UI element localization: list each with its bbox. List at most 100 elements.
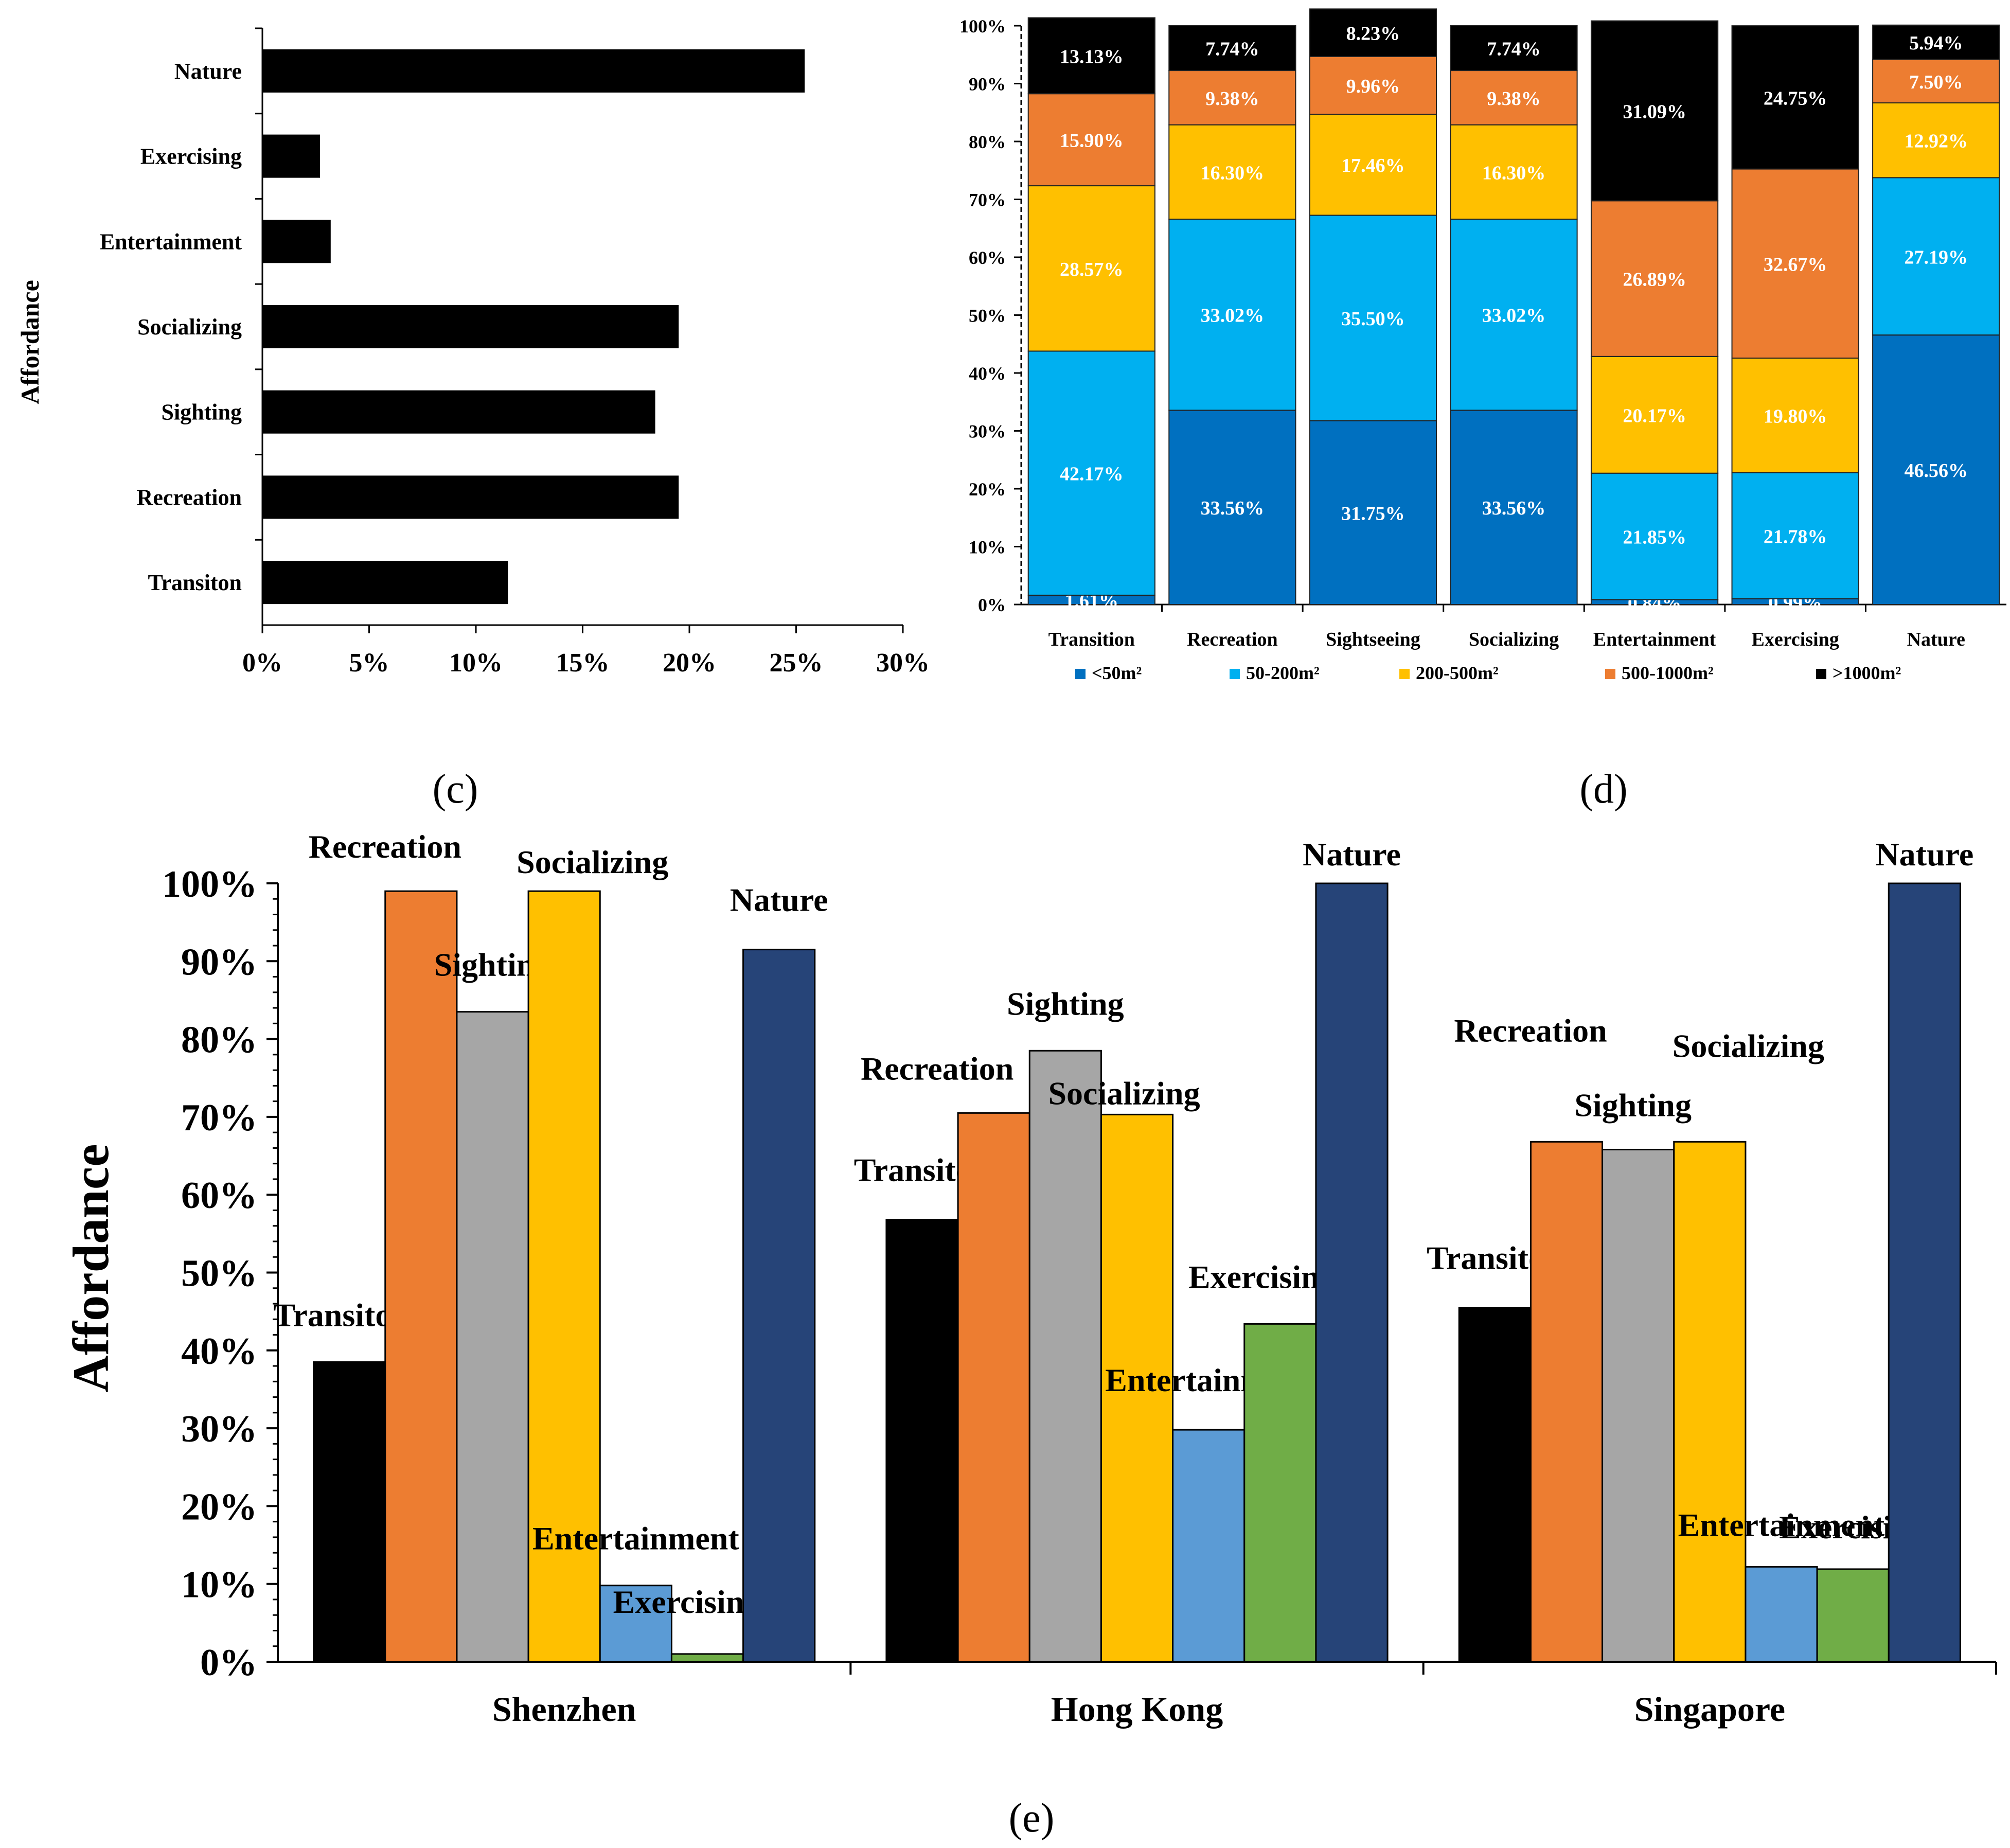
chart-e-bar-label: Sighting <box>1007 985 1124 1022</box>
chart-e-bar-singapore-transiton <box>1458 1307 1532 1663</box>
chart-e-y-tick-label: 10% <box>181 1564 257 1606</box>
chart-e-bar-singapore-recreation <box>1529 1141 1604 1663</box>
chart-d-legend-swatch <box>1399 669 1410 679</box>
chart-d-segment-nature-2 <box>1872 177 2000 336</box>
chart-e-bar-label: Exercising <box>613 1584 761 1620</box>
chart-d-y-tick-label: 90% <box>969 74 1006 95</box>
chart-d-legend-swatch <box>1816 669 1826 679</box>
chart-d-legend-swatch <box>1075 669 1086 679</box>
chart-d-data-label: 17.46% <box>1341 155 1405 176</box>
chart-d-segment-nature-3 <box>1872 102 2000 179</box>
chart-e-bar-label: Socializing <box>1048 1075 1200 1111</box>
chart-c-x-tick-label: 5% <box>349 648 389 678</box>
chart-e-bar-hong-kong-exercising <box>1243 1323 1317 1663</box>
chart-e-y-tick-label: 40% <box>181 1330 257 1373</box>
chart-d-category-label: Nature <box>1907 629 1965 650</box>
chart-d-legend-label: <50m² <box>1092 663 1142 683</box>
chart-d-y-tick-label: 80% <box>969 132 1006 152</box>
chart-d-data-label: 8.23% <box>1346 23 1400 45</box>
chart-d-category-label: Sightseeing <box>1326 629 1420 650</box>
chart-d-y-tick-label: 50% <box>969 306 1006 326</box>
chart-d-y-tick-label: 10% <box>969 537 1006 558</box>
chart-e-bar-hong-kong-socializing <box>1100 1113 1174 1663</box>
chart-d-data-label: 7.74% <box>1487 39 1541 60</box>
chart-c: Affordance (c) Nature Exercising Entertain… <box>15 27 930 812</box>
chart-e-bar-label: Recreation <box>309 828 461 865</box>
chart-e-panel-label: (e) <box>1009 1796 1055 1841</box>
chart-c-bar-exercising <box>262 134 321 178</box>
chart-d-segment-transition-5 <box>1027 17 1155 95</box>
chart-e-bar-hong-kong-recreation <box>957 1112 1030 1663</box>
chart-e-y-tick-label: 80% <box>181 1019 257 1061</box>
chart-e-bar-label: Entertainment <box>532 1520 739 1557</box>
chart-e-bar-label: Recreation <box>861 1050 1013 1087</box>
chart-d-data-label: 9.96% <box>1346 76 1400 97</box>
chart-d-category-label: Exercising <box>1751 629 1839 650</box>
chart-d-segment-nature-4 <box>1872 59 2000 103</box>
chart-d-segment-socializing-5 <box>1450 25 1578 72</box>
chart-d-segment-socializing-2 <box>1450 218 1578 411</box>
chart-d-segment-entertainment-2 <box>1590 472 1719 600</box>
chart-c-bar-entertainment <box>262 220 331 263</box>
chart-e-bar-label: Nature <box>1875 836 1973 873</box>
chart-c-category-label: Recreation <box>137 485 242 510</box>
chart-d-data-label: 21.85% <box>1623 527 1686 548</box>
chart-d-legend-swatch <box>1605 669 1615 679</box>
chart-c-x-tick-label: 25% <box>770 648 823 678</box>
chart-e-bar-shenzhen-exercising <box>670 1653 744 1663</box>
chart-e-bar-singapore-sighting <box>1602 1148 1675 1663</box>
chart-d-segment-socializing-3 <box>1450 124 1578 220</box>
chart-e-category-label: Shenzhen <box>492 1690 636 1729</box>
chart-d-segment-entertainment-4 <box>1590 200 1719 357</box>
chart-d-segment-sightseeing-2 <box>1309 215 1437 421</box>
chart-d-y-tick-label: 60% <box>969 247 1006 268</box>
chart-e-y-tick-label: 0% <box>200 1642 257 1684</box>
chart-d-legend-label: >1000m² <box>1833 663 1901 683</box>
chart-c-x-tick-label: 15% <box>556 648 610 678</box>
chart-d: (d) 0%10%20%30%40%50%60%70%80%90%100%1.6… <box>959 8 2006 812</box>
chart-d-data-label: 42.17% <box>1060 464 1124 485</box>
chart-e-bar-label: Socializing <box>517 844 668 880</box>
chart-e-bar-singapore-exercising <box>1816 1568 1890 1663</box>
chart-c-category-label: Exercising <box>140 144 242 169</box>
chart-d-segment-sightseeing-3 <box>1309 114 1437 216</box>
chart-e-bar-hong-kong-nature <box>1315 882 1389 1663</box>
chart-c-x-tick-label: 10% <box>449 648 503 678</box>
chart-e-bar-label: Nature <box>1303 836 1401 873</box>
chart-e-ylabel: Affordance <box>62 1144 119 1392</box>
chart-e-bar-shenzhen-entertainment <box>599 1585 672 1663</box>
chart-d-data-label: 33.02% <box>1482 305 1546 327</box>
chart-d-data-label: 21.78% <box>1764 526 1827 547</box>
chart-d-segment-entertainment-3 <box>1590 356 1719 474</box>
chart-d-data-label: 35.50% <box>1341 308 1405 330</box>
chart-d-segment-nature-5 <box>1872 24 2000 60</box>
chart-d-data-label: 33.56% <box>1201 497 1265 519</box>
chart-d-data-label: 27.19% <box>1904 246 1968 268</box>
chart-d-data-label: 16.30% <box>1482 162 1546 184</box>
chart-d-panel-label: (d) <box>1579 767 1627 812</box>
chart-d-data-label: 15.90% <box>1060 130 1124 152</box>
chart-d-segment-exercising-4 <box>1731 168 1859 359</box>
chart-e-category-label: Singapore <box>1634 1690 1785 1729</box>
chart-d-data-label: 24.75% <box>1764 87 1827 109</box>
chart-c-category-label: Entertainment <box>100 229 242 254</box>
chart-d-segment-exercising-3 <box>1731 358 1859 473</box>
chart-c-bar-recreation <box>262 475 679 519</box>
chart-d-segment-exercising-2 <box>1731 472 1859 599</box>
chart-c-x-tick-label: 0% <box>242 648 282 678</box>
chart-e-bar-singapore-socializing <box>1673 1141 1747 1663</box>
chart-d-data-label: 28.57% <box>1060 259 1124 280</box>
chart-d-segment-transition-4 <box>1027 93 1155 187</box>
chart-c-panel-label: (c) <box>433 767 478 812</box>
chart-d-segment-recreation-5 <box>1168 25 1296 72</box>
chart-d-legend-swatch <box>1230 669 1240 679</box>
chart-d-y-tick-label: 70% <box>969 190 1006 210</box>
chart-e-y-tick-label: 70% <box>181 1097 257 1139</box>
chart-e-bar-hong-kong-entertainment <box>1172 1429 1246 1663</box>
chart-d-segment-entertainment-5 <box>1590 20 1719 202</box>
chart-d-y-tick-label: 40% <box>969 363 1006 384</box>
chart-e-bar-shenzhen-nature <box>742 949 816 1663</box>
chart-e-bar-singapore-nature <box>1888 882 1961 1663</box>
chart-d-data-label: 9.38% <box>1205 88 1259 110</box>
